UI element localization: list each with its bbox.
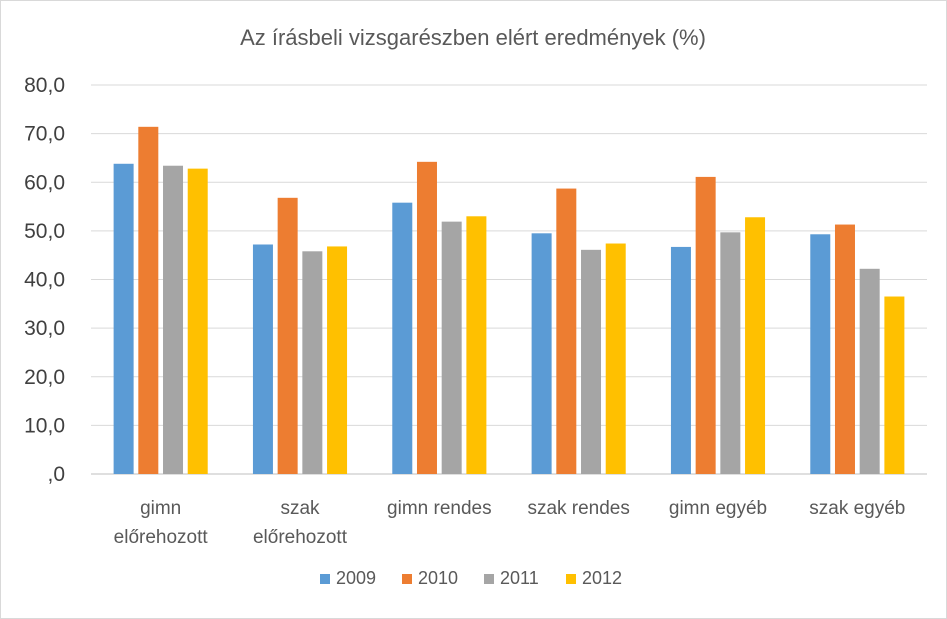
y-tick-label: 80,0: [24, 74, 65, 97]
x-tick-label: gimn rendes: [387, 498, 492, 519]
bar-2010: [416, 161, 437, 474]
bar-2011: [859, 268, 880, 474]
legend-label: 2010: [418, 568, 458, 588]
bar-2010: [138, 126, 159, 474]
bar-2012: [327, 246, 348, 474]
bar-2009: [113, 163, 134, 474]
x-axis-ticks: gimn előrehozott szak előrehozott gimn rende…: [114, 498, 906, 548]
y-axis-ticks: ,0 10,0 20,0 30,0 40,0 50,0 60,0 70,0 80,0: [24, 74, 65, 486]
bar-2009: [252, 244, 273, 474]
legend-swatch: [402, 574, 412, 584]
gridlines: [91, 84, 927, 475]
y-tick-label: ,0: [47, 463, 65, 486]
bar-2010: [277, 197, 298, 474]
legend-swatch: [320, 574, 330, 584]
x-tick-label: szak egyéb: [809, 498, 905, 519]
legend-label: 2012: [582, 568, 622, 588]
bar-2012: [187, 168, 208, 474]
bar-2009: [810, 234, 831, 474]
bar-2010: [695, 176, 716, 474]
x-tick-label: gimn előrehozott: [114, 498, 209, 548]
bar-2012: [466, 216, 487, 474]
bar-2010: [556, 188, 577, 475]
y-tick-label: 20,0: [24, 366, 65, 389]
bar-2011: [441, 221, 462, 474]
bar-2012: [605, 243, 626, 474]
y-tick-label: 60,0: [24, 171, 65, 194]
bar-2011: [163, 165, 184, 474]
x-tick-label: szak rendes: [527, 498, 629, 519]
bar-2009: [670, 246, 691, 474]
chart-title: Az írásbeli vizsgarészben elért eredmény…: [240, 25, 706, 50]
bar-2012: [745, 217, 766, 474]
bar-2009: [531, 233, 552, 474]
legend-swatch: [484, 574, 494, 584]
legend-label: 2011: [500, 568, 539, 588]
legend-label: 2009: [336, 568, 376, 588]
bars: [113, 126, 905, 475]
bar-2009: [392, 202, 413, 475]
bar-2010: [834, 224, 855, 474]
y-tick-label: 30,0: [24, 317, 65, 340]
y-tick-label: 10,0: [24, 414, 65, 437]
bar-2011: [302, 251, 323, 474]
x-tick-label: szak előrehozott: [253, 498, 348, 548]
x-tick-label: gimn egyéb: [669, 498, 767, 519]
bar-2011: [581, 249, 602, 474]
y-tick-label: 40,0: [24, 269, 65, 292]
y-tick-label: 70,0: [24, 123, 65, 146]
bar-2011: [720, 232, 741, 474]
legend: 2009 2010 2011 2012: [320, 568, 622, 588]
legend-swatch: [566, 574, 576, 584]
bar-2012: [884, 296, 905, 474]
y-tick-label: 50,0: [24, 220, 65, 243]
